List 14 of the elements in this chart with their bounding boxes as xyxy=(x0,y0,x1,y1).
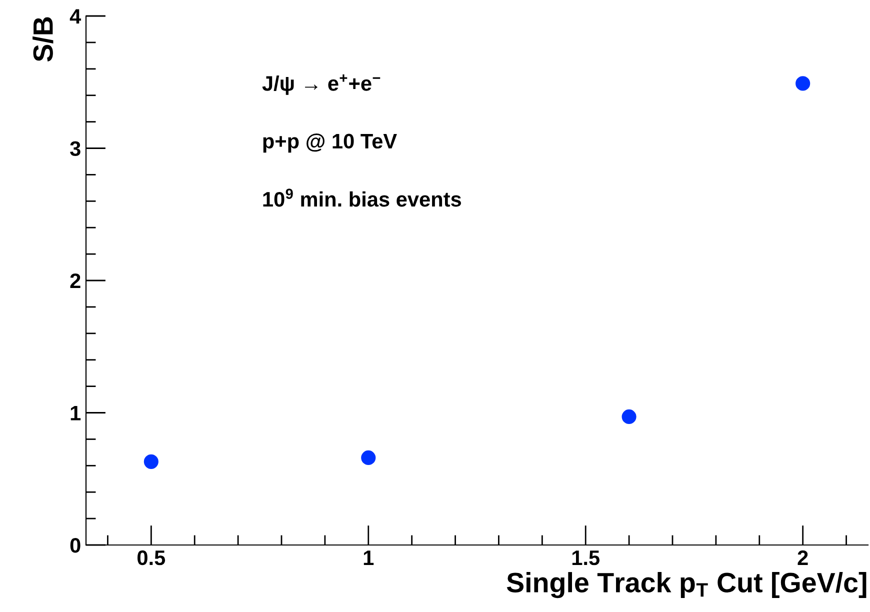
x-tick-label: 1.5 xyxy=(572,550,600,566)
y-tick-label: 4 xyxy=(70,9,82,24)
x-axis-title: Single Track p$_{T}$ Cut [GeV/c] xyxy=(506,572,866,598)
x-tick-label: 0.5 xyxy=(138,550,166,566)
x-tick-label: 1 xyxy=(364,550,374,565)
y-tick-label: 1 xyxy=(70,406,81,420)
y-tick-label: 2 xyxy=(70,274,80,288)
y-tick-label: 3 xyxy=(70,141,80,156)
annotation: p+p @ 10 TeV xyxy=(263,134,397,153)
y-axis-title: S/B xyxy=(32,17,54,62)
annotation: J/ψ → e$^{+}$+e$^{−}$ xyxy=(262,74,380,95)
y-tick-label: 0 xyxy=(70,538,80,553)
x-tick-label: 2 xyxy=(798,550,808,565)
annotation: 10$^{9}$ min. bias events xyxy=(263,188,462,207)
